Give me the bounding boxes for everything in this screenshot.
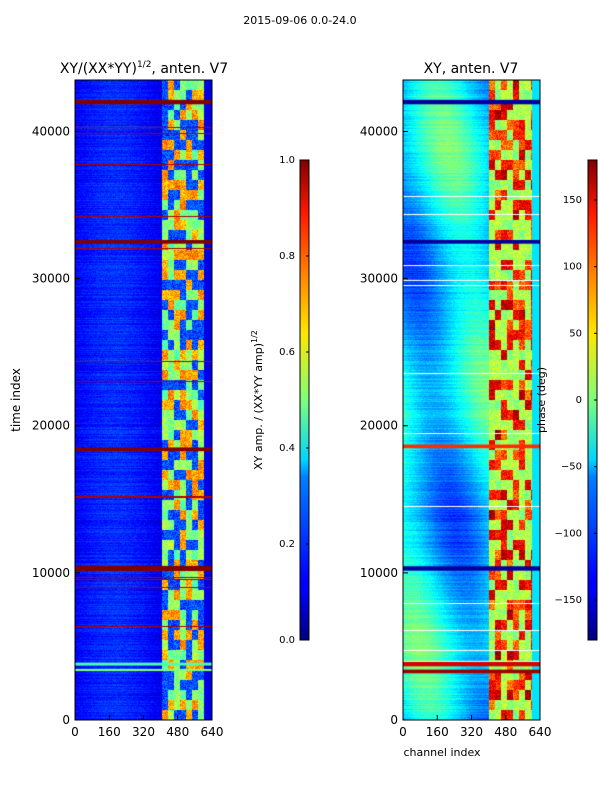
colorbar-tick-label: 0.8	[279, 251, 295, 262]
x-tick-label: 0	[71, 725, 79, 739]
colorbar-amplitude-frame	[299, 159, 310, 641]
colorbar-tick-label: −150	[555, 595, 582, 606]
colorbar-phase-ticks: −150 −100 −50 0 50 100 150	[555, 195, 597, 606]
colorbar-tick-label: 150	[563, 195, 582, 206]
panel-phase: XY, anten. V7 0 160 320 480 640 0 10000 20000 3…	[360, 61, 552, 759]
y-tick-label: 20000	[360, 419, 398, 433]
colorbar-tick-label: 1.0	[279, 155, 295, 166]
panel-amplitude: XY/(XX*YY)1/2, anten. V7 0 160 320 480 640 0…	[9, 60, 228, 739]
y-tick-label: 0	[62, 713, 70, 727]
colorbar-tick-label: 50	[569, 328, 582, 339]
panel-phase-y-ticks: 0 10000 20000 30000 40000	[360, 124, 408, 727]
colorbar-tick-label: 100	[563, 262, 582, 273]
x-tick-label: 160	[426, 725, 449, 739]
x-tick-label: 640	[529, 725, 552, 739]
panel-amplitude-ylabel: time index	[9, 368, 23, 432]
panel-phase-title: XY, anten. V7	[424, 61, 519, 77]
colorbar-phase: −150 −100 −50 0 50 100 150 phase (deg)	[535, 159, 598, 641]
heatmap-raster	[75, 80, 212, 720]
panel-phase-heatmap	[403, 80, 540, 720]
heatmap-raster	[403, 80, 540, 720]
panel-amplitude-y-ticks: 0 10000 20000 30000 40000	[32, 124, 80, 727]
colorbar-amplitude: 0.0 0.2 0.4 0.6 0.8 1.0 XY amp. / (XX*YY amp)…	[250, 155, 310, 646]
x-tick-label: 480	[166, 725, 189, 739]
colorbar-tick-label: 0.0	[279, 635, 295, 646]
colorbar-tick-label: 0	[576, 395, 582, 406]
y-tick-label: 10000	[32, 566, 70, 580]
y-tick-label: 40000	[360, 124, 398, 138]
colorbar-phase-label: phase (deg)	[535, 367, 548, 433]
colorbar-phase-gradient	[588, 160, 597, 640]
colorbar-amplitude-gradient	[300, 160, 309, 640]
panel-amplitude-x-ticks: 0 160 320 480 640	[71, 715, 223, 739]
x-tick-label: 160	[98, 725, 121, 739]
y-tick-label: 10000	[360, 566, 398, 580]
figure-suptitle: 2015-09-06 0.0-24.0	[243, 14, 357, 27]
x-tick-label: 320	[460, 725, 483, 739]
x-tick-label: 480	[494, 725, 517, 739]
y-tick-label: 30000	[32, 272, 70, 286]
colorbar-amplitude-label: XY amp. / (XX*YY amp)1/2	[250, 330, 265, 470]
x-tick-label: 320	[132, 725, 155, 739]
colorbar-tick-label: 0.2	[279, 539, 295, 550]
panel-phase-xlabel: channel index	[403, 746, 481, 759]
panel-phase-x-ticks: 0 160 320 480 640	[399, 715, 551, 739]
panel-amplitude-title: XY/(XX*YY)1/2, anten. V7	[60, 60, 228, 77]
panel-amplitude-heatmap	[75, 80, 212, 720]
x-tick-label: 640	[201, 725, 224, 739]
y-tick-label: 30000	[360, 272, 398, 286]
y-tick-label: 0	[390, 713, 398, 727]
colorbar-tick-label: 0.4	[279, 443, 295, 454]
colorbar-tick-label: −100	[555, 528, 582, 539]
colorbar-tick-label: −50	[561, 462, 582, 473]
colorbar-tick-label: 0.6	[279, 347, 295, 358]
y-tick-label: 40000	[32, 124, 70, 138]
colorbar-amplitude-ticks: 0.0 0.2 0.4 0.6 0.8 1.0	[279, 155, 309, 646]
x-tick-label: 0	[399, 725, 407, 739]
y-tick-label: 20000	[32, 419, 70, 433]
